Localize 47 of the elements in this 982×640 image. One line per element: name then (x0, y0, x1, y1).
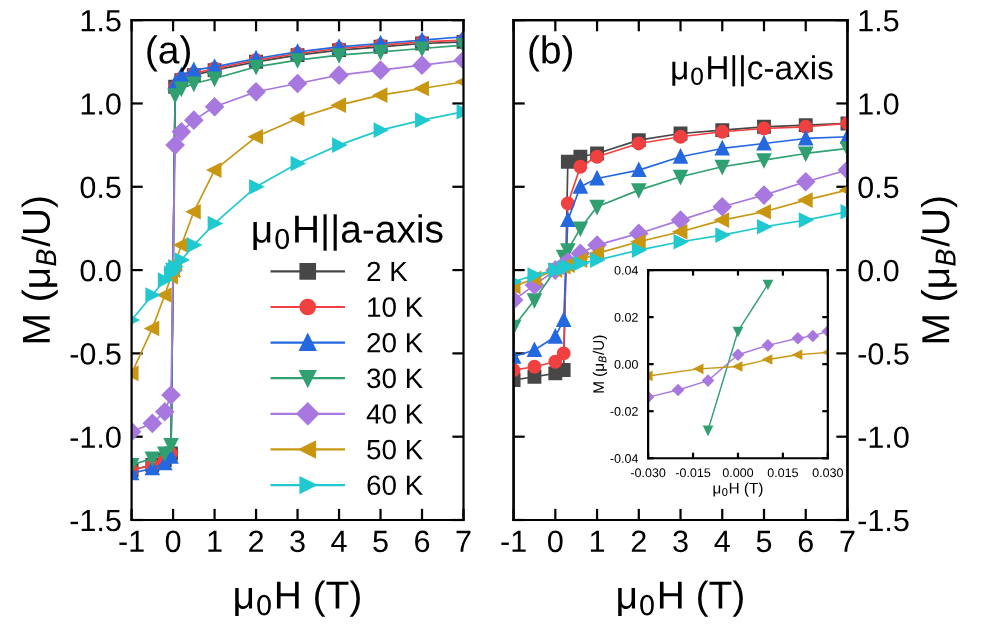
y-tick-label: 0.5 (80, 176, 121, 199)
chart-title: (b) (529, 35, 573, 72)
x-tick-label: 1 (208, 530, 222, 552)
legend-label: 60 K (367, 475, 423, 496)
legend-label: 40 K (366, 404, 423, 424)
x-axis-title: μ$_{0}$H (T) (235, 580, 360, 617)
legend-label: 50 K (367, 439, 423, 460)
legend-label: 30 K (367, 368, 423, 389)
y2-tick-label: -1.0 (858, 426, 909, 449)
text: μ$_{0}$H||c-axis (672, 55, 833, 87)
x-tick-label: -1 (119, 530, 144, 552)
y-axis-title: M (μ$_{B}$/U) (21, 197, 58, 343)
x-tick-label: 5 (756, 530, 772, 553)
legend-label: 10 K (368, 297, 423, 317)
y2-tick-label: 1.0 (859, 93, 899, 115)
x-tick-label: 2 (249, 530, 264, 552)
y2-tick-label: -1.5 (858, 510, 909, 532)
x-tick-label: 1 (590, 530, 605, 552)
x-tick-label: 4 (331, 530, 347, 552)
chart-title: (a) (147, 35, 190, 72)
y-tick-label: -1.0 (70, 426, 121, 449)
legend-title: μ$_{0}$H||a-axis (253, 214, 443, 251)
y2-tick-label: 0.0 (858, 259, 899, 282)
x-tick-label: 5 (373, 530, 388, 553)
legend-label: 20 K (367, 332, 423, 353)
y2-axis-title: M (μ$_{B}$/U) (920, 197, 958, 343)
x-tick-label: 0 (548, 530, 563, 553)
x-tick-label: 2 (631, 530, 646, 552)
x-tick-label: 7 (840, 530, 855, 552)
x-tick-label: 4 (714, 530, 730, 552)
y-tick-label: -0.5 (70, 343, 121, 365)
y-tick-label: 0.0 (80, 259, 121, 282)
x-tick-label: 0 (165, 530, 181, 553)
y-tick-label: 1.0 (81, 93, 121, 115)
y-tick-label: 1.5 (81, 10, 121, 32)
legend-label: 2 K (367, 261, 408, 282)
x-tick-label: 3 (290, 530, 305, 553)
y2-tick-label: -0.5 (858, 343, 909, 365)
x-tick-label: 6 (415, 530, 430, 553)
x-axis-title: μ$_{0}$H (T) (618, 580, 743, 617)
x-tick-label: 7 (456, 530, 471, 552)
y2-tick-label: 1.5 (859, 10, 899, 32)
x-tick-label: -1 (501, 530, 526, 552)
y-tick-label: -1.5 (70, 510, 121, 532)
y2-tick-label: 0.5 (858, 176, 899, 199)
x-tick-label: 3 (673, 530, 688, 553)
x-tick-label: 6 (798, 530, 813, 553)
